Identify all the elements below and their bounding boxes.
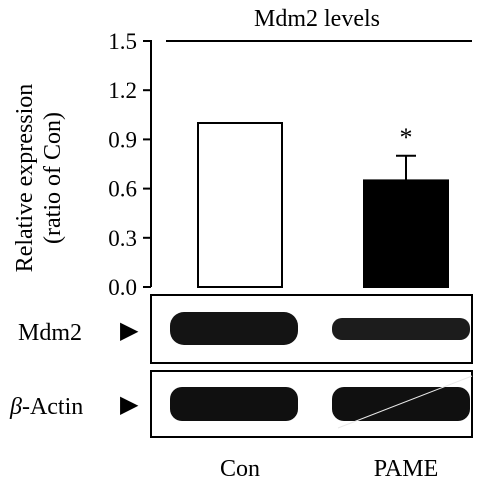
y-axis-title-line1: Relative expression	[12, 84, 38, 273]
category-label-pame: PAME	[374, 456, 438, 482]
bar-pame	[363, 179, 449, 288]
bar-con	[197, 122, 283, 288]
blot-band-mdm2-pame	[332, 318, 470, 340]
category-labels: Con PAME	[220, 456, 438, 482]
bars: *	[197, 122, 449, 288]
category-label-con: Con	[220, 456, 260, 482]
y-axis-title-line2: (ratio of Con)	[40, 112, 66, 244]
y-tick-label: 0.6	[108, 177, 137, 202]
blot-band-mdm2-con	[170, 312, 298, 345]
y-tick-label: 0.9	[108, 127, 137, 152]
y-axis-title: Relative expression (ratio of Con)	[12, 84, 66, 273]
y-tick-label: 1.2	[108, 78, 137, 103]
blot-arrow-mdm2: ▶	[120, 318, 139, 344]
y-tick-label: 1.5	[108, 29, 137, 54]
blot-arrow-actin: ▶	[120, 392, 139, 418]
blot-scratch	[337, 375, 473, 429]
chart-title: Mdm2 levels	[254, 6, 380, 32]
y-tick-label: 0.3	[108, 226, 137, 251]
blot-panels	[150, 294, 473, 438]
blot-label-mdm2: Mdm2	[18, 320, 82, 346]
y-axis-ticks: 0.0 0.3 0.6 0.9 1.2 1.5	[108, 29, 151, 300]
y-tick-label: 0.0	[108, 275, 137, 300]
significance-marker: *	[400, 123, 413, 152]
blot-band-actin-con	[170, 387, 298, 421]
blot-label-actin: β-Actin	[9, 394, 83, 420]
